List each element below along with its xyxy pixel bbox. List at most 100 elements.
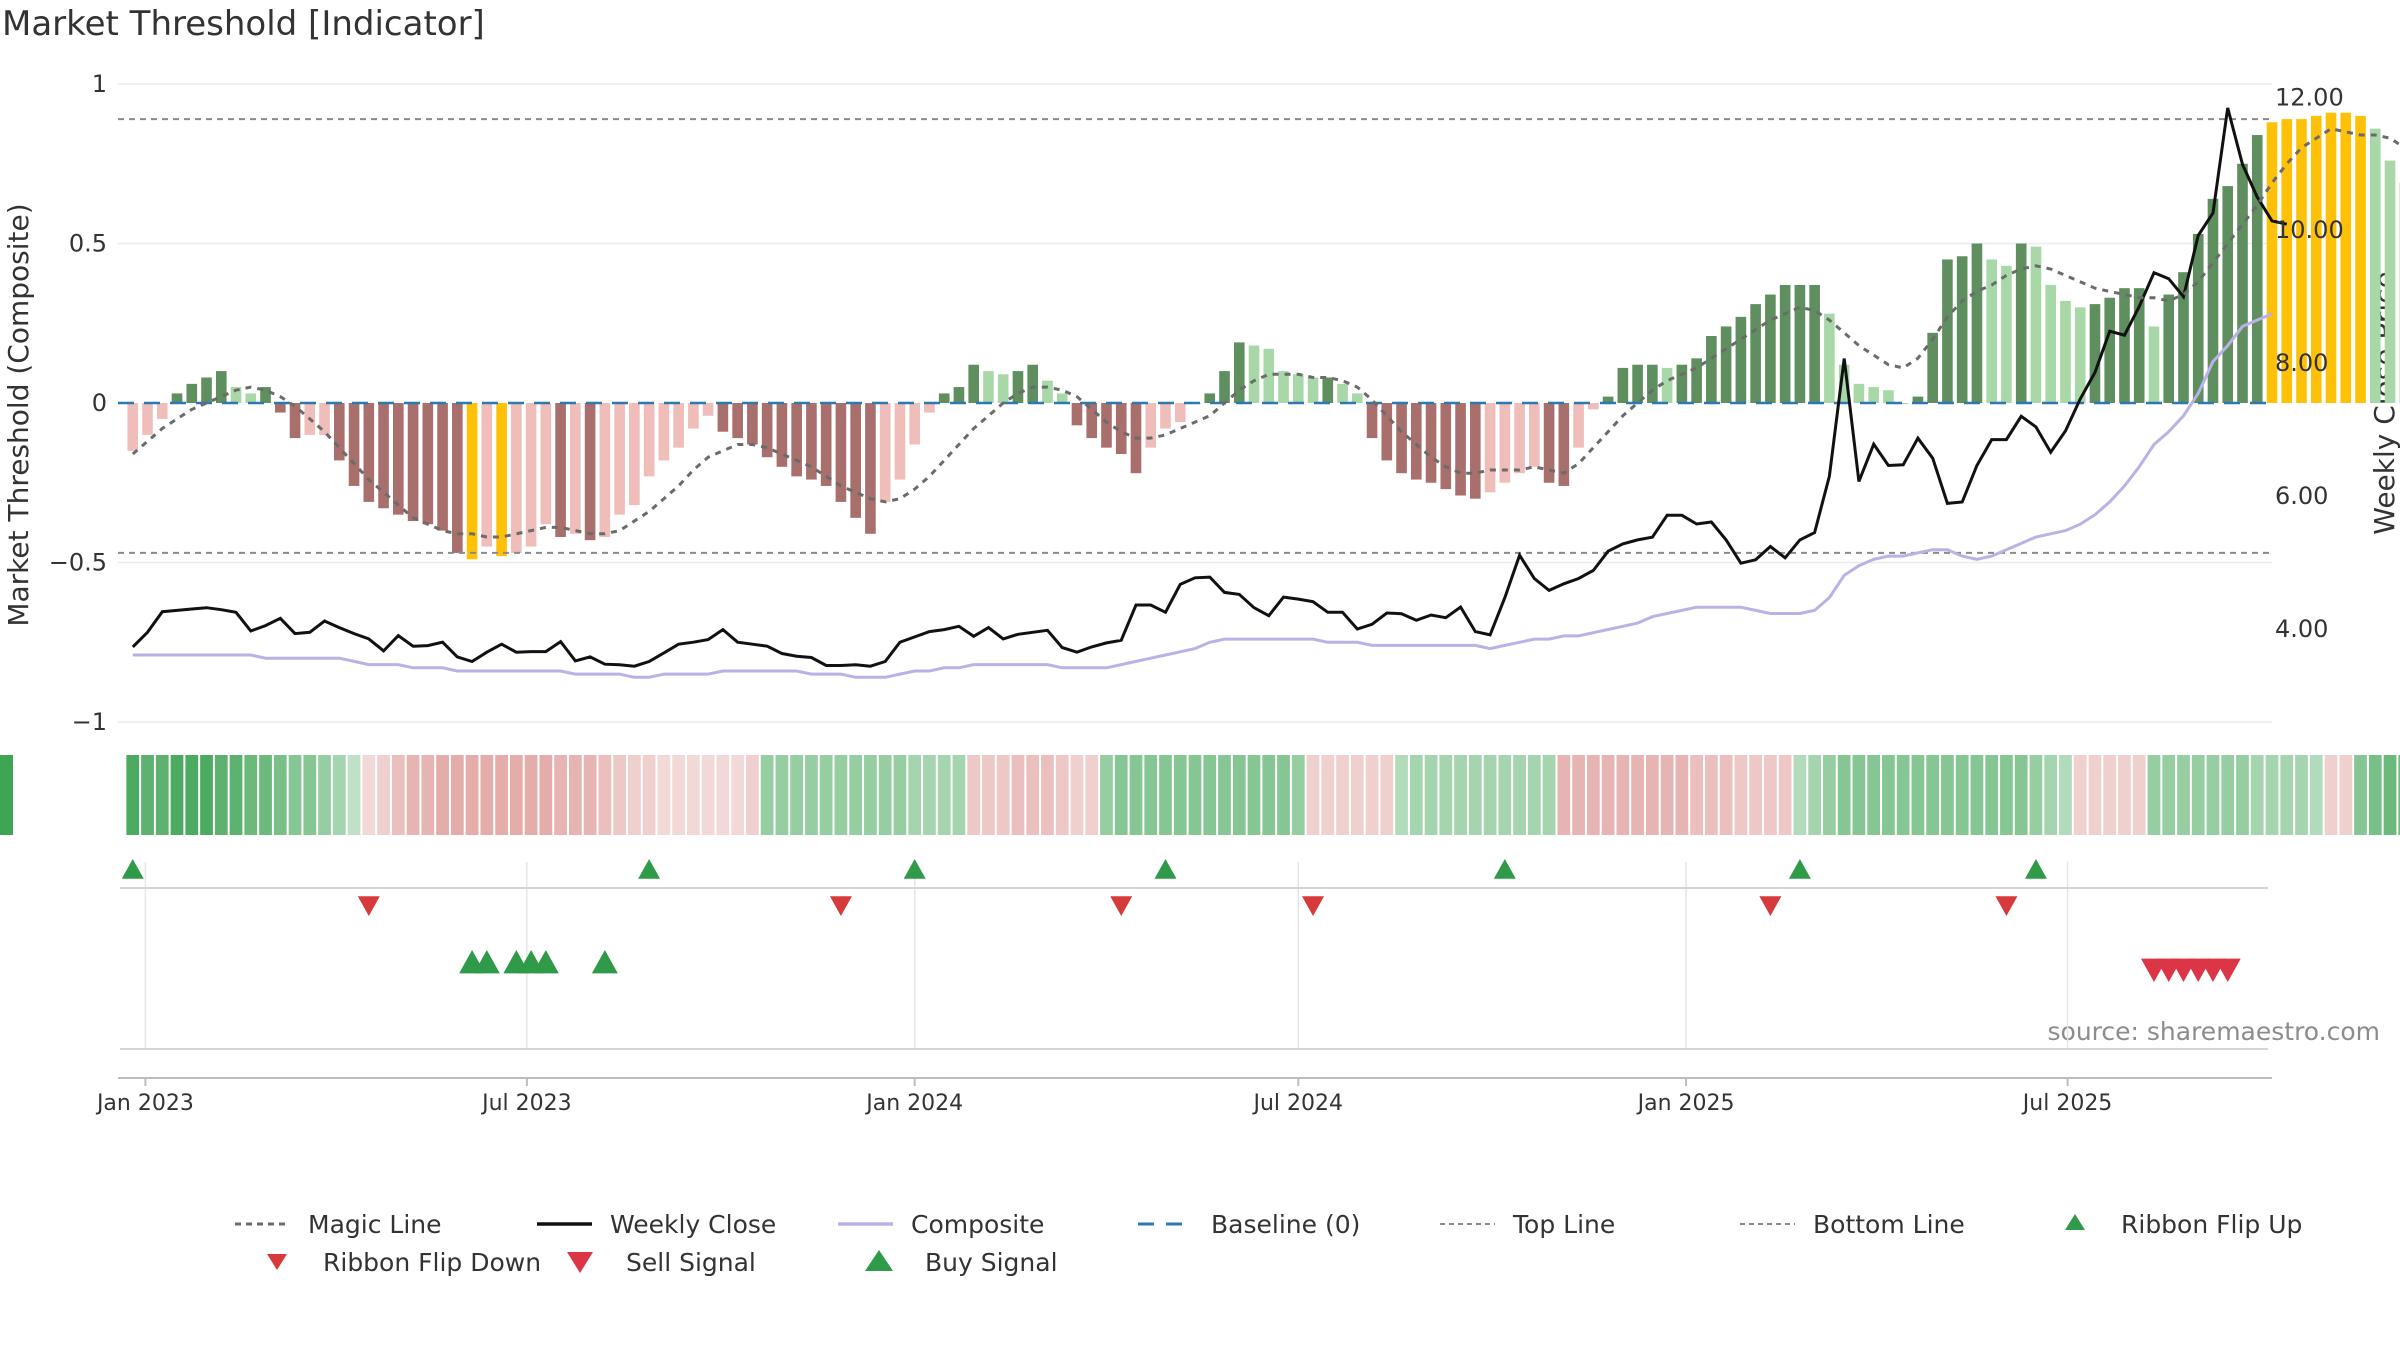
composite-bar (2237, 163, 2248, 403)
composite-bar (1868, 387, 1879, 403)
composite-bar (2104, 297, 2116, 403)
composite-bar (584, 403, 596, 541)
chart-title: Market Threshold [Indicator] (2, 4, 485, 44)
ribbon-cell (524, 755, 538, 835)
ribbon-cell (332, 755, 346, 835)
composite-bar (2222, 186, 2234, 403)
composite-bar (2251, 135, 2263, 404)
composite-bar (791, 403, 802, 477)
ribbon-cell (2250, 755, 2264, 835)
composite-bar (1779, 284, 1791, 403)
composite-bar (481, 403, 493, 547)
ribbon-cell (1454, 755, 1467, 835)
composite-bar (1410, 403, 1422, 480)
ribbon-cell (141, 755, 154, 835)
ribbon-cell (731, 755, 745, 835)
ribbon-cell (554, 755, 567, 835)
composite-bar (1514, 403, 1525, 474)
ribbon-cell (996, 755, 1010, 835)
ribbon-flip-down-marker (357, 896, 380, 916)
ribbon-cell (1055, 755, 1069, 835)
ribbon-cell (1645, 755, 1659, 835)
ribbon-cell (1218, 755, 1231, 835)
composite-bar (717, 403, 729, 432)
ribbon-cell (923, 755, 936, 835)
composite-bar (1012, 371, 1024, 403)
buy-signal-marker (532, 950, 559, 974)
ribbon-cell (760, 755, 774, 835)
ribbon-cell (0, 755, 13, 835)
ribbon-cell (1749, 755, 1763, 835)
ribbon-flip-up-marker (121, 859, 144, 879)
series-lines (118, 107, 2400, 679)
composite-bar (761, 403, 773, 458)
composite-bar (2207, 198, 2219, 403)
left-tick-label: 0.5 (69, 230, 107, 258)
composite-bar (806, 403, 817, 480)
ribbon-cell (2324, 755, 2338, 835)
composite-bar (1292, 374, 1304, 403)
ribbon-cell (1852, 755, 1866, 835)
ribbon-cell (1616, 755, 1630, 835)
composite-bar (1927, 332, 1938, 403)
composite-bar (1455, 403, 1466, 496)
composite-bar (865, 403, 876, 534)
ribbon-cell (2132, 755, 2146, 835)
ribbon-cell (1232, 755, 1246, 835)
axis-ticks: 1 0.5 0 −0.5 −1 12.00 10.00 8.00 6.00 4.00 Jan 202… (49, 70, 2344, 1116)
composite-bar (1160, 403, 1171, 429)
ribbon-flip-down-marker (1759, 896, 1782, 916)
composite-bar (525, 403, 537, 547)
ribbon-cell (687, 755, 700, 835)
ribbon-cell (1468, 755, 1482, 835)
composite-bar (614, 403, 625, 515)
composite-bar (511, 403, 522, 553)
composite-bar (835, 403, 847, 502)
ribbon-cell (450, 755, 464, 835)
composite-bar (1588, 403, 1599, 410)
ribbon-cell (746, 755, 759, 835)
composite-bar (2296, 119, 2307, 403)
composite-bar (1720, 326, 1732, 403)
composite-bar (186, 383, 198, 403)
composite-bar (1440, 403, 1452, 490)
ribbon-cell (1631, 755, 1644, 835)
composite-bar (1691, 358, 1702, 403)
ribbon-cell (2073, 755, 2087, 835)
legend-composite: Composite (838, 1210, 1044, 1239)
ribbon-cell (2383, 755, 2397, 835)
composite-bar (643, 403, 655, 477)
composite-bar (2281, 119, 2293, 403)
ribbon-cell (1262, 755, 1276, 835)
grid-layer (118, 83, 2272, 1079)
legend-top-line: Top Line (1440, 1210, 1615, 1239)
ribbon-cell (229, 755, 243, 835)
legend-swatch (865, 1250, 893, 1271)
right-tick-label: 8.00 (2275, 349, 2328, 377)
ribbon-cell (2339, 755, 2353, 835)
ribbon-cell (937, 755, 951, 835)
ribbon-cell (539, 755, 553, 835)
composite-bar (1529, 403, 1540, 467)
ribbon-cell (406, 755, 420, 835)
ribbon-cell (1734, 755, 1748, 835)
ribbon-cell (1306, 755, 1320, 835)
composite-bar (599, 403, 611, 537)
composite-bar (333, 403, 345, 461)
composite-bar (850, 403, 861, 518)
composite-bar (2163, 294, 2175, 403)
ribbon-cell (1100, 755, 1113, 835)
ribbon-cell (1557, 755, 1571, 835)
composite-bar (2030, 246, 2042, 403)
composite-bar (452, 403, 463, 553)
composite-bar (747, 403, 758, 445)
ribbon-cell (1793, 755, 1807, 835)
ribbon-cell (1867, 755, 1881, 835)
ribbon-cell (1277, 755, 1290, 835)
ribbon-cell (2029, 755, 2043, 835)
composite-bar (1573, 403, 1584, 448)
ribbon-cell (2177, 755, 2190, 835)
composite-bar (1853, 383, 1865, 403)
legend-swatch (2065, 1214, 2085, 1230)
composite-bar (540, 403, 552, 525)
